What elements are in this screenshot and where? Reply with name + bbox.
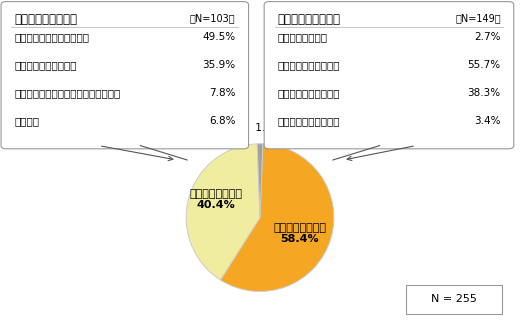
Text: ・特に興味もなかったので: ・特に興味もなかったので <box>14 32 89 42</box>
Text: 読んだことがある
58.4%: 読んだことがある 58.4% <box>274 223 327 244</box>
Text: ・全くわからなかった: ・全くわからなかった <box>277 116 340 126</box>
Text: （N=103）: （N=103） <box>190 13 236 23</box>
FancyBboxPatch shape <box>264 2 514 149</box>
Wedge shape <box>257 144 263 218</box>
Text: ・難しそうだったので: ・難しそうだったので <box>14 60 76 70</box>
Text: 無回答  1.2%: 無回答 1.2% <box>230 123 282 132</box>
Text: 49.5%: 49.5% <box>202 32 236 42</box>
Text: ・その他: ・その他 <box>14 116 39 126</box>
Text: N = 255: N = 255 <box>431 294 477 304</box>
Text: ・まあまあ理解できた: ・まあまあ理解できた <box>277 60 340 70</box>
Text: 運用報告書理解状況: 運用報告書理解状況 <box>277 13 340 26</box>
Text: 55.7%: 55.7% <box>467 60 501 70</box>
Text: ・発行されていることも知らなかった: ・発行されていることも知らなかった <box>14 88 120 98</box>
Wedge shape <box>186 144 260 280</box>
Text: 35.9%: 35.9% <box>202 60 236 70</box>
Text: 7.8%: 7.8% <box>209 88 236 98</box>
Text: 6.8%: 6.8% <box>209 116 236 126</box>
Text: 2.7%: 2.7% <box>474 32 501 42</box>
FancyBboxPatch shape <box>1 2 249 149</box>
Text: 38.3%: 38.3% <box>467 88 501 98</box>
Text: ・よく理解できた: ・よく理解できた <box>277 32 327 42</box>
Wedge shape <box>220 144 334 292</box>
Text: 3.4%: 3.4% <box>474 116 501 126</box>
FancyBboxPatch shape <box>406 285 502 314</box>
Text: 読んだことはない
40.4%: 読んだことはない 40.4% <box>189 189 242 211</box>
Text: 運用報告書未読理由: 運用報告書未読理由 <box>14 13 77 26</box>
Text: ・よくわからなかった: ・よくわからなかった <box>277 88 340 98</box>
Text: （N=149）: （N=149） <box>455 13 501 23</box>
